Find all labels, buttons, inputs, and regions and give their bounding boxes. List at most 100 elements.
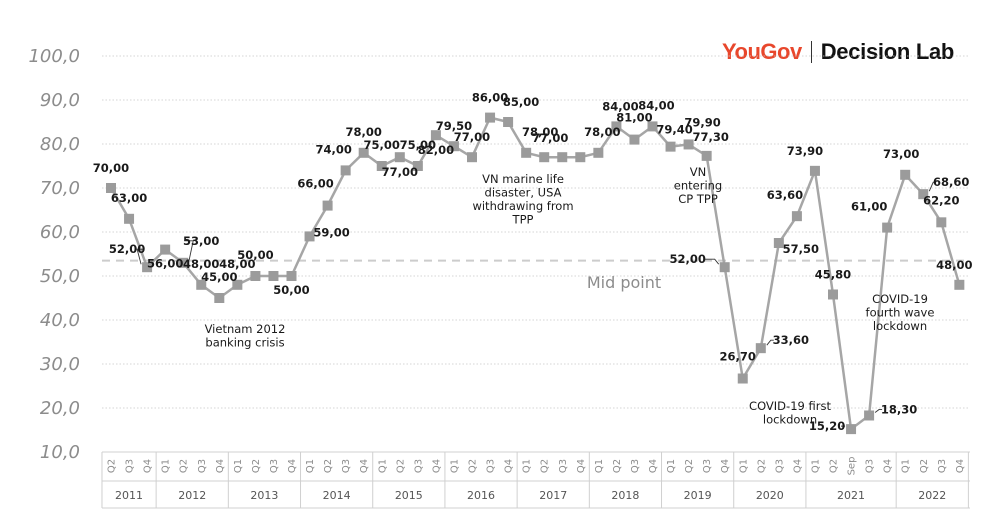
data-label: 70,00 xyxy=(93,161,129,175)
data-point xyxy=(178,257,189,268)
data-point xyxy=(629,134,640,145)
data-label: 48,00 xyxy=(936,258,972,272)
data-point xyxy=(485,112,496,123)
leader-line xyxy=(766,339,774,346)
data-point xyxy=(376,161,387,171)
data-point xyxy=(268,271,279,281)
x-tick-label: Q1 xyxy=(233,459,244,473)
data-label: 73,00 xyxy=(883,147,919,161)
x-tick-label: Q2 xyxy=(395,459,406,473)
x-tick-label: Q2 xyxy=(756,459,767,473)
data-point xyxy=(846,424,857,435)
data-point xyxy=(809,165,820,176)
data-point xyxy=(647,121,658,132)
data-point xyxy=(304,231,315,242)
x-tick-label: Sep xyxy=(847,457,858,476)
annotation-text: VN xyxy=(690,165,706,179)
data-label: 63,60 xyxy=(767,188,803,202)
data-label: 53,00 xyxy=(183,234,219,248)
x-tick-label: Q3 xyxy=(125,459,136,473)
data-label: 68,60 xyxy=(933,175,969,189)
x-tick-label: Q2 xyxy=(919,459,930,473)
data-point xyxy=(539,152,550,163)
data-point xyxy=(557,152,568,163)
annotation-text: Vietnam 2012 xyxy=(205,322,286,336)
data-point xyxy=(773,238,784,248)
x-tick-label: Q4 xyxy=(648,459,659,473)
data-point xyxy=(286,271,297,281)
y-tick-label: 50,0 xyxy=(40,266,80,287)
y-tick-label: 90,0 xyxy=(40,90,80,111)
data-point xyxy=(791,211,802,222)
data-label: 75,00 xyxy=(400,138,436,152)
x-tick-label: Q4 xyxy=(883,459,894,473)
x-tick-label: Q3 xyxy=(486,459,497,473)
decision-lab-logo: Decision Lab xyxy=(820,39,955,64)
x-tick-label: Q4 xyxy=(431,459,442,473)
x-tick-label: Q2 xyxy=(251,459,262,473)
x-tick-label: Q4 xyxy=(359,459,370,473)
data-point xyxy=(250,271,261,281)
x-tick-label: Q1 xyxy=(449,459,460,473)
annotation-text: COVID-19 first xyxy=(749,399,831,413)
annotation-text: lockdown xyxy=(873,319,927,333)
data-point xyxy=(232,279,243,290)
y-tick-label: 20,0 xyxy=(40,398,80,419)
x-tick-label: Q4 xyxy=(955,459,966,473)
data-label: 62,20 xyxy=(923,193,959,207)
x-tick-label: Q3 xyxy=(865,459,876,473)
x-tick-label: Q1 xyxy=(738,459,749,473)
x-tick-label: Q3 xyxy=(774,459,785,473)
x-tick-label: Q1 xyxy=(594,459,605,473)
data-label: 26,70 xyxy=(720,350,756,364)
data-label: 78,00 xyxy=(522,125,558,139)
x-tick-label: Q4 xyxy=(215,459,226,473)
data-point xyxy=(936,217,947,228)
data-point xyxy=(214,293,225,303)
data-label: 77,00 xyxy=(382,165,418,179)
x-tick-label: Q2 xyxy=(540,459,551,473)
data-label: 77,00 xyxy=(454,130,490,144)
year-label: 2017 xyxy=(539,489,567,502)
annotation-text: disaster, USA xyxy=(485,186,562,200)
y-tick-label: 80,0 xyxy=(40,134,80,155)
data-label: 45,00 xyxy=(201,270,237,284)
data-point xyxy=(196,279,207,290)
data-point xyxy=(430,130,441,141)
x-tick-label: Q2 xyxy=(684,459,695,473)
data-point xyxy=(124,213,135,224)
x-tick-label: Q3 xyxy=(341,459,352,473)
data-label: 45,80 xyxy=(815,267,851,281)
y-tick-label: 30,0 xyxy=(40,354,80,375)
year-label: 2022 xyxy=(918,489,946,502)
data-label: 48,00 xyxy=(219,257,255,271)
data-point xyxy=(828,289,838,300)
year-label: 2011 xyxy=(115,489,143,502)
x-tick-label: Q2 xyxy=(612,459,623,473)
x-tick-label: Q1 xyxy=(377,459,388,473)
y-tick-label: 100,0 xyxy=(28,46,80,67)
annotation-text: COVID-19 xyxy=(872,292,928,306)
data-point xyxy=(864,410,875,421)
x-tick-label: Q3 xyxy=(558,459,569,473)
x-tick-label: Q4 xyxy=(143,459,154,473)
year-label: 2013 xyxy=(250,489,278,502)
data-point xyxy=(322,200,333,211)
annotation-text: CP TPP xyxy=(678,192,718,206)
year-label: 2014 xyxy=(323,489,351,502)
data-label: 77,00 xyxy=(532,131,568,145)
data-point xyxy=(593,147,604,158)
year-label: 2012 xyxy=(178,489,206,502)
x-tick-label: Q3 xyxy=(413,459,424,473)
data-label: 78,00 xyxy=(346,125,382,139)
x-tick-label: Q3 xyxy=(269,459,280,473)
midpoint-label: Mid point xyxy=(587,273,661,292)
x-tick-label: Q4 xyxy=(504,459,515,473)
x-tick-label: Q2 xyxy=(323,459,334,473)
data-label: 86,00 xyxy=(472,91,508,105)
data-label: 63,00 xyxy=(111,191,147,205)
x-tick-label: Q1 xyxy=(161,459,172,473)
annotation-text: withdrawing from xyxy=(472,199,573,213)
data-label: 73,90 xyxy=(787,144,823,158)
